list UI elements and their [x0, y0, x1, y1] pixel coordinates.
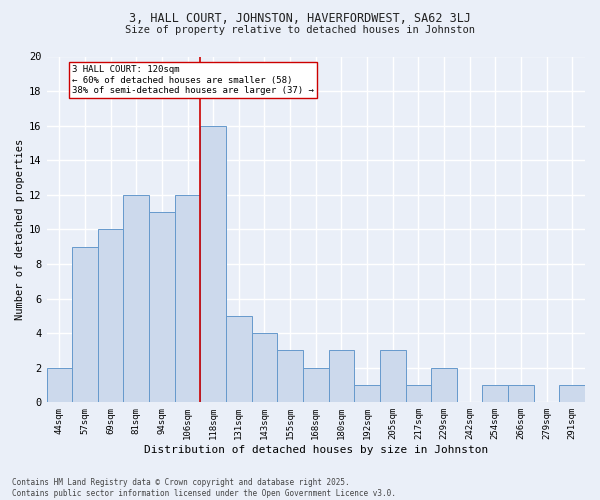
Bar [559, 385, 585, 402]
Bar [406, 385, 431, 402]
Bar [354, 385, 380, 402]
Text: Size of property relative to detached houses in Johnston: Size of property relative to detached ho… [125, 25, 475, 35]
Bar [200, 126, 226, 402]
Bar [508, 385, 534, 402]
Bar [329, 350, 354, 403]
Bar [303, 368, 329, 402]
Bar [226, 316, 251, 402]
Bar [482, 385, 508, 402]
Text: 3, HALL COURT, JOHNSTON, HAVERFORDWEST, SA62 3LJ: 3, HALL COURT, JOHNSTON, HAVERFORDWEST, … [129, 12, 471, 26]
Bar [72, 246, 98, 402]
Bar [47, 368, 72, 402]
Bar [124, 195, 149, 402]
Text: 3 HALL COURT: 120sqm
← 60% of detached houses are smaller (58)
38% of semi-detac: 3 HALL COURT: 120sqm ← 60% of detached h… [72, 65, 314, 95]
Bar [380, 350, 406, 403]
Bar [251, 333, 277, 402]
Bar [175, 195, 200, 402]
Bar [277, 350, 303, 403]
Bar [98, 230, 124, 402]
Bar [149, 212, 175, 402]
Text: Contains HM Land Registry data © Crown copyright and database right 2025.
Contai: Contains HM Land Registry data © Crown c… [12, 478, 396, 498]
Bar [431, 368, 457, 402]
Y-axis label: Number of detached properties: Number of detached properties [15, 139, 25, 320]
X-axis label: Distribution of detached houses by size in Johnston: Distribution of detached houses by size … [143, 445, 488, 455]
